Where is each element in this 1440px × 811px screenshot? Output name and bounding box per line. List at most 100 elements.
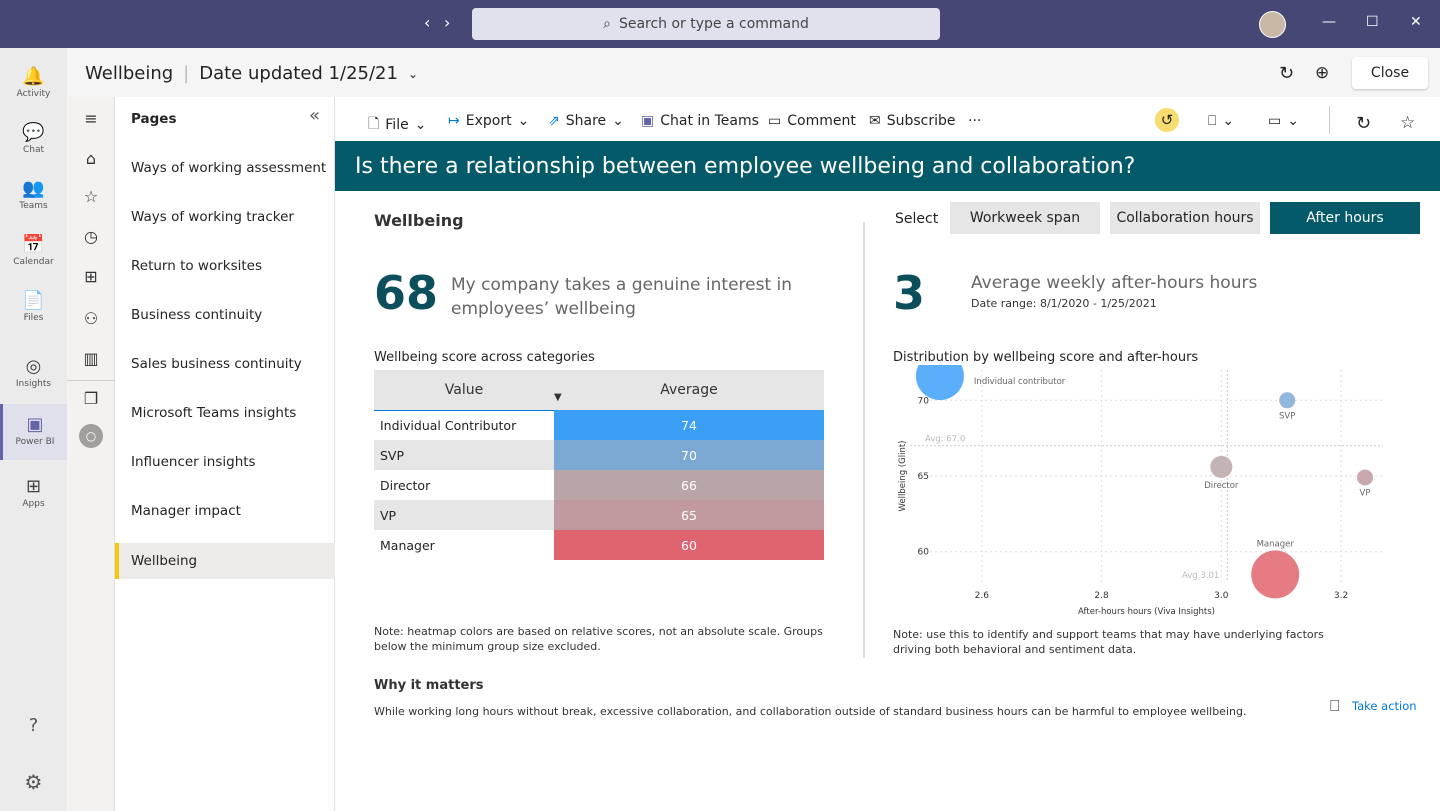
search-input[interactable]: ⌕ Search or type a command [472, 8, 940, 40]
date-range: Date range: 8/1/2020 - 1/25/2021 [971, 297, 1157, 310]
after-hours-button[interactable]: After hours [1270, 202, 1420, 234]
profile-icon[interactable]: ○ [79, 424, 103, 448]
divider [1329, 106, 1330, 134]
avatar[interactable] [1259, 11, 1286, 38]
rail-activity[interactable]: 🔔 Activity [0, 66, 67, 99]
file-label: File [385, 117, 409, 133]
rail-apps[interactable]: ⊞ Apps [0, 476, 67, 509]
more-options-button[interactable]: ··· [968, 113, 982, 129]
bubble-label: Individual contributor [974, 377, 1066, 387]
mail-icon: ✉ [869, 113, 881, 129]
page-item[interactable]: Return to worksites [131, 258, 263, 274]
refresh-icon[interactable]: ↻ [1356, 113, 1372, 134]
reset-icon[interactable]: ↺ [1155, 108, 1179, 132]
globe-icon[interactable]: ⊕ [1315, 63, 1330, 83]
breadcrumb: Wellbeing | Date updated 1/25/21 ⌄ [85, 63, 418, 84]
page-item[interactable]: Manager impact [131, 503, 241, 519]
apps-grid-icon[interactable]: ⊞ [84, 267, 98, 286]
bell-icon: 🔔 [22, 66, 45, 87]
table-row[interactable]: Individual Contributor 74 [374, 410, 824, 440]
rail-label: Calendar [13, 257, 54, 267]
clock-icon[interactable]: ◷ [84, 227, 98, 246]
forward-button[interactable]: › [444, 13, 451, 32]
workweek-span-button[interactable]: Workweek span [950, 202, 1100, 234]
kpi-description: Average weekly after-hours hours [971, 273, 1258, 293]
workspaces-icon[interactable]: ❐ [83, 389, 99, 408]
subscribe-label: Subscribe [886, 113, 956, 129]
shared-icon[interactable]: ⚇ [83, 309, 99, 328]
row-value: 60 [554, 530, 824, 560]
rail-insights[interactable]: ◎ Insights [0, 356, 67, 389]
help-icon[interactable]: ? [28, 715, 39, 736]
rail-power-bi[interactable]: ▣ Power BI [0, 404, 67, 460]
row-label: Individual Contributor [380, 417, 517, 433]
subscribe-button[interactable]: ✉ Subscribe [869, 113, 956, 129]
table-title: Wellbeing score across categories [374, 350, 595, 365]
page-item-active[interactable]: Wellbeing [115, 543, 335, 579]
close-window-button[interactable]: ✕ [1410, 14, 1422, 30]
y-axis-title: Wellbeing (Glint) [898, 441, 908, 512]
rail-calendar[interactable]: 📅 Calendar [0, 234, 67, 267]
teams-icon: 👥 [22, 178, 45, 199]
column-header-value[interactable]: Value [374, 370, 554, 411]
rail-chat[interactable]: 💬 Chat [0, 122, 67, 155]
column-header-average[interactable]: ▼ Average [554, 370, 824, 410]
settings-icon[interactable]: ⚙ [24, 770, 43, 794]
table-row[interactable]: SVP 70 [374, 440, 824, 470]
power-bi-icon: ▣ [26, 414, 44, 435]
hamburger-icon[interactable]: ≡ [84, 109, 98, 128]
close-button[interactable]: Close [1352, 57, 1428, 89]
book-icon[interactable]: ▥ [83, 349, 99, 368]
collaboration-hours-button[interactable]: Collaboration hours [1110, 202, 1260, 234]
bubble-label: Manager [1257, 539, 1295, 549]
table-row[interactable]: VP 65 [374, 500, 824, 530]
scatter-note: Note: use this to identify and support t… [893, 628, 1324, 656]
row-label: Director [380, 477, 431, 493]
home-icon[interactable]: ⌂ [85, 149, 97, 168]
row-label: VP [380, 507, 397, 523]
table-row[interactable]: Director 66 [374, 470, 824, 500]
favorite-star-icon[interactable]: ☆ [1400, 113, 1416, 133]
export-menu[interactable]: ↦ Export ⌄ [448, 113, 529, 129]
column-label: Value [444, 381, 484, 398]
x-tick-label: 3.0 [1214, 591, 1229, 601]
file-menu[interactable]: 🗋 File ⌄ [368, 113, 426, 137]
page-item[interactable]: Business continuity [131, 307, 263, 323]
row-label: SVP [380, 447, 405, 463]
page-item[interactable]: Sales business continuity [131, 356, 302, 372]
bookmark-icon: ⎕ [1208, 113, 1217, 129]
bookmark-menu[interactable]: ⎕ ⌄ [1208, 113, 1234, 129]
star-icon[interactable]: ☆ [83, 187, 99, 206]
export-icon: ↦ [448, 113, 460, 129]
why-text: While working long hours without break, … [374, 705, 1247, 718]
page-item[interactable]: Ways of working tracker [131, 209, 294, 225]
x-axis-title: After-hours hours (Viva Insights) [1078, 607, 1215, 617]
comment-button[interactable]: ▭ Comment [768, 113, 856, 129]
view-menu[interactable]: ▭ ⌄ [1268, 113, 1299, 129]
chevron-down-icon: ⌄ [1222, 113, 1235, 129]
search-placeholder: Search or type a command [618, 16, 809, 32]
rail-files[interactable]: 📄 Files [0, 290, 67, 323]
view-icon: ▭ [1268, 113, 1282, 129]
minimize-button[interactable]: — [1322, 14, 1336, 30]
take-action-link[interactable]: Take action [1352, 699, 1417, 713]
chevron-down-icon[interactable]: ⌄ [407, 66, 418, 81]
table-row[interactable]: Manager 60 [374, 530, 824, 560]
apps-icon: ⊞ [25, 476, 42, 497]
maximize-button[interactable]: ☐ [1366, 14, 1379, 30]
rail-teams[interactable]: 👥 Teams [0, 178, 67, 211]
chat-in-teams-button[interactable]: ▣ Chat in Teams [641, 113, 759, 129]
column-label: Average [660, 382, 718, 398]
bookmark-icon[interactable]: ⎕ [1330, 696, 1340, 715]
report-banner: Is there a relationship between employee… [335, 141, 1440, 191]
back-button[interactable]: ‹ [424, 13, 431, 32]
page-item[interactable]: Influencer insights [131, 454, 256, 470]
collapse-icon[interactable]: « [309, 105, 321, 126]
page-item[interactable]: Ways of working assessment [131, 160, 327, 176]
comment-label: Comment [787, 113, 856, 129]
rail-label: Insights [15, 379, 52, 389]
refresh-icon[interactable]: ↻ [1279, 63, 1295, 84]
page-item[interactable]: Microsoft Teams insights [131, 405, 297, 421]
share-menu[interactable]: ⇗ Share ⌄ [548, 113, 624, 129]
date-updated[interactable]: Date updated 1/25/21 [199, 63, 398, 84]
